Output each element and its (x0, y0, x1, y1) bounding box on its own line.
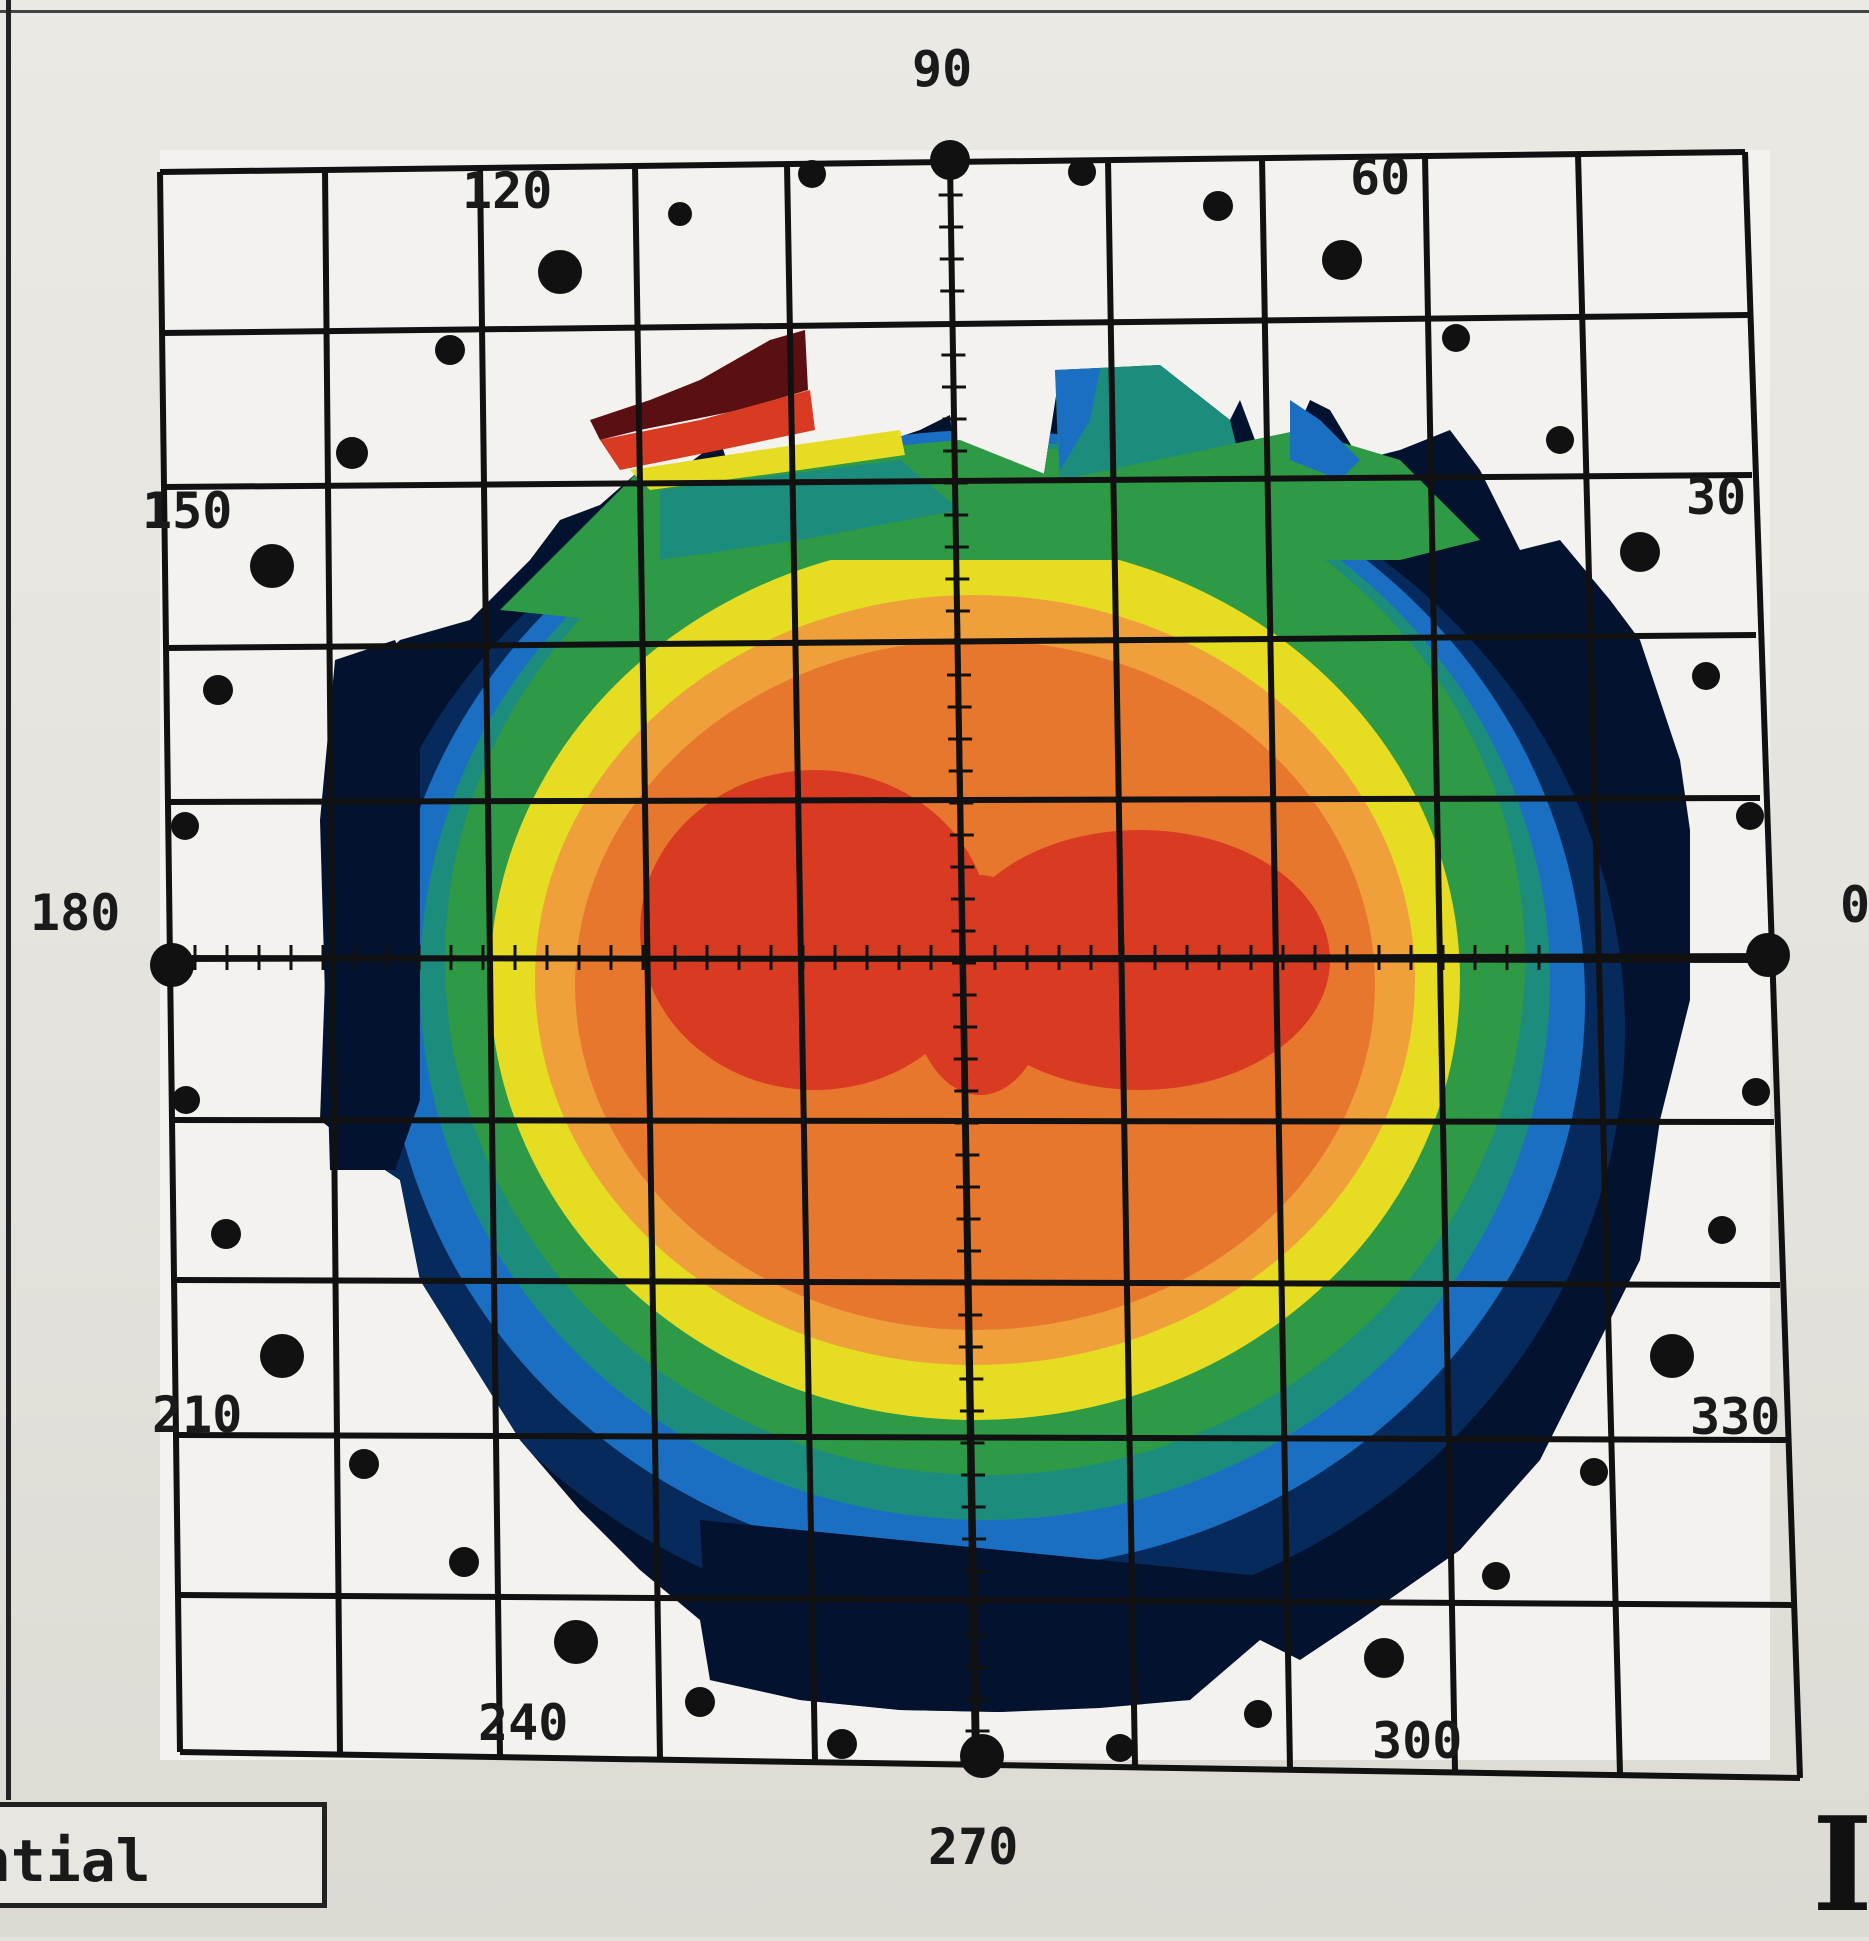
boundary-dot (435, 335, 465, 365)
grid-h-10 (179, 1592, 1793, 1608)
map-type-box: ntial (0, 1802, 327, 1908)
grid-v-10 (1575, 153, 1623, 1775)
axis-ticks (193, 193, 1541, 1733)
boundary-dot (960, 1734, 1004, 1778)
boundary-dot (1482, 1562, 1510, 1590)
angle-label-0: 0 (1840, 876, 1869, 934)
boundary-dot (172, 1086, 200, 1114)
boundary-dot (211, 1219, 241, 1249)
angle-label-270: 270 (928, 1818, 1019, 1876)
angle-label-330: 330 (1690, 1388, 1781, 1446)
angle-label-300: 300 (1372, 1712, 1463, 1770)
top-border-line (0, 10, 1869, 13)
boundary-dot (1746, 933, 1790, 977)
side-letter: I (1812, 1788, 1869, 1941)
boundary-dot (1620, 532, 1660, 572)
boundary-dot (1650, 1334, 1694, 1378)
boundary-dot (668, 202, 692, 226)
boundary-dot (1106, 1734, 1134, 1762)
boundary-dot (827, 1729, 857, 1759)
angle-label-210: 210 (152, 1386, 243, 1444)
boundary-dot (1580, 1458, 1608, 1486)
axis-horizontal (171, 953, 1771, 962)
map-type-label: ntial (0, 1827, 151, 1895)
grid-h-5 (167, 795, 1761, 805)
boundary-dot (1068, 158, 1096, 186)
upper-blue-right (1055, 368, 1100, 470)
boundary-dot (1442, 324, 1470, 352)
angle-label-120: 120 (462, 162, 553, 220)
angle-label-240: 240 (478, 1694, 569, 1752)
boundary-dot (250, 544, 294, 588)
boundary-dot (1742, 1078, 1770, 1106)
left-border-line (6, 0, 11, 1800)
grid-v-9 (1422, 155, 1458, 1771)
flange-left (320, 640, 420, 1170)
boundary-dots (150, 140, 1790, 1778)
grid-v-8 (1259, 157, 1293, 1769)
boundary-dot (150, 943, 194, 987)
lower-flange (320, 640, 1300, 1712)
boundary-dot (349, 1449, 379, 1479)
angle-label-90: 90 (912, 40, 973, 98)
boundary-dot (1203, 191, 1233, 221)
cap-yellow (630, 430, 905, 490)
boundary-dot (685, 1687, 715, 1717)
grid-h-9 (177, 1432, 1787, 1443)
boundary-dot (798, 160, 826, 188)
grid-v-2 (322, 169, 343, 1756)
flange-bottom (700, 1520, 1300, 1712)
boundary-dot (1736, 802, 1764, 830)
boundary-dot (1322, 240, 1362, 280)
boundary-dot (1708, 1216, 1736, 1244)
grid-v-4 (632, 165, 663, 1760)
angle-label-60: 60 (1350, 148, 1411, 206)
boundary-dot (1546, 426, 1574, 454)
boundary-dot (203, 675, 233, 705)
boundary-dot (1244, 1700, 1272, 1728)
boundary-dot (1364, 1638, 1404, 1678)
boundary-dot (554, 1620, 598, 1664)
boundary-dot (260, 1334, 304, 1378)
angle-label-30: 30 (1686, 468, 1747, 526)
grid-h-7 (173, 1117, 1775, 1125)
upper-blue-notch (1290, 400, 1360, 480)
zone-red-center (910, 875, 1050, 1095)
top-cap (590, 330, 905, 490)
cap-red (600, 390, 815, 470)
zone-red-left (640, 770, 990, 1090)
angle-label-180: 180 (30, 884, 121, 942)
boundary-dot (538, 250, 582, 294)
cap-dark (590, 330, 808, 440)
boundary-dot (336, 437, 368, 469)
grid-v-3 (477, 167, 503, 1758)
grid-h-3 (163, 472, 1753, 490)
grid-v-5 (784, 163, 818, 1762)
boundary-dot (171, 812, 199, 840)
angle-label-150: 150 (142, 482, 233, 540)
boundary-dot (930, 140, 970, 180)
boundary-dot (449, 1547, 479, 1577)
boundary-dot (1692, 662, 1720, 690)
